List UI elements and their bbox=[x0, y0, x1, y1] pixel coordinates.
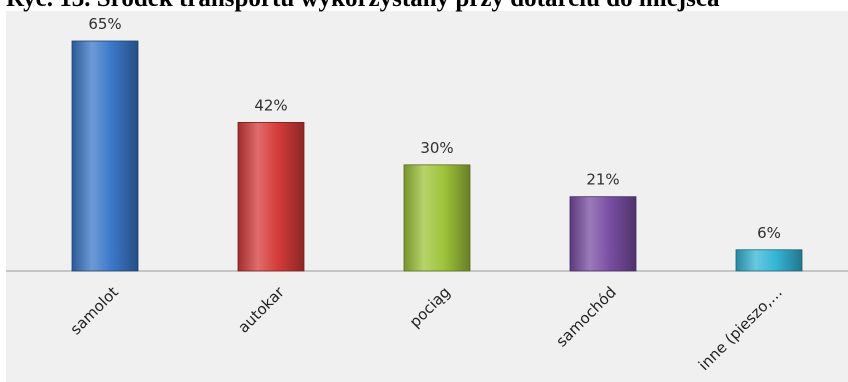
data-label-4: 21% bbox=[586, 171, 619, 189]
data-label-3: 30% bbox=[420, 139, 453, 157]
category-label-5: inne (pieszo,… bbox=[695, 283, 786, 374]
data-label-1: 65% bbox=[88, 15, 121, 33]
chart-title: Ryc. 13. Środek transportu wykorzystany … bbox=[6, 0, 719, 14]
data-label-5: 6% bbox=[757, 224, 781, 242]
chart-area: 65% 42% 30% 21% 6% samolot autokar pociąg samoc… bbox=[6, 11, 848, 382]
bar-4 bbox=[569, 196, 637, 272]
category-label-2: autokar bbox=[234, 283, 288, 337]
category-label-4: samochód bbox=[552, 283, 619, 350]
category-label-3: pociąg bbox=[406, 283, 454, 331]
bar-1 bbox=[71, 40, 139, 272]
bars-group bbox=[71, 40, 803, 272]
bar-2 bbox=[237, 121, 305, 272]
bar-chart: 65% 42% 30% 21% 6% samolot autokar pociąg samoc… bbox=[6, 15, 848, 375]
category-label-1: samolot bbox=[67, 283, 122, 338]
data-label-2: 42% bbox=[254, 96, 287, 114]
category-labels-group: samolot autokar pociąg samochód inne (pieszo… bbox=[67, 283, 786, 375]
data-labels-group: 65% 42% 30% 21% 6% bbox=[88, 15, 781, 242]
bar-5 bbox=[735, 249, 803, 272]
bar-3 bbox=[403, 164, 471, 272]
